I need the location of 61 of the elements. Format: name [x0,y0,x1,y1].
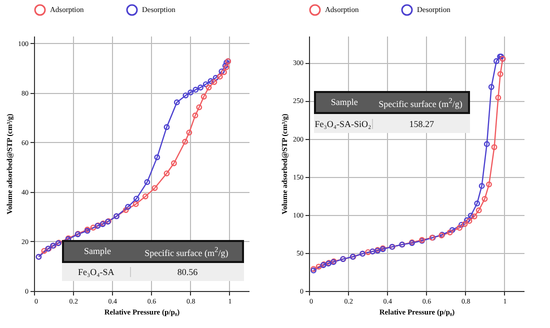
annotation: Specific surface (m$^{2}$/g) [144,244,230,258]
point [202,81,209,88]
annotation: Fe₃O₄-SA [62,266,131,277]
point [125,204,131,210]
point [486,181,492,188]
annotation: 80.56 [176,266,199,277]
annotation: 158.27 [408,118,435,129]
point [196,104,202,110]
point [466,218,472,224]
point [218,68,225,74]
point [142,193,148,200]
point [491,144,498,150]
point [144,179,150,186]
point [478,183,485,189]
point [482,196,488,202]
point [186,130,192,136]
point [497,71,504,77]
point [182,92,189,98]
point [133,196,140,202]
point [464,217,470,224]
point [90,224,96,231]
point [212,74,219,81]
point [316,264,322,270]
point [476,207,482,214]
point [221,69,227,76]
point [164,124,170,130]
point [484,141,490,148]
annotation: Specific surface (m$^{2}$/g) [378,96,464,109]
point [493,58,500,64]
point [192,112,198,118]
annotation: Sample [330,97,359,108]
point [188,90,194,96]
point [468,212,474,219]
point [154,154,160,160]
point [474,200,480,206]
point [456,224,462,231]
point [152,185,158,191]
point [41,248,48,254]
point [132,201,139,208]
point [211,79,218,85]
point [174,99,180,106]
point [200,94,207,100]
point [198,84,204,90]
point [365,249,371,256]
point [182,138,188,145]
point [462,221,468,227]
annotation: Sample [83,246,112,256]
point [495,94,502,101]
point [192,86,199,93]
annotation: Fe₃O₄-SA-SiO₂ [314,118,374,129]
point [206,84,212,90]
point [122,207,129,213]
point [446,229,453,236]
point [488,84,494,90]
point [164,170,170,176]
point [216,74,223,80]
point [471,213,478,220]
point [458,222,464,228]
point [208,78,214,84]
point [171,160,177,166]
point [449,227,456,234]
